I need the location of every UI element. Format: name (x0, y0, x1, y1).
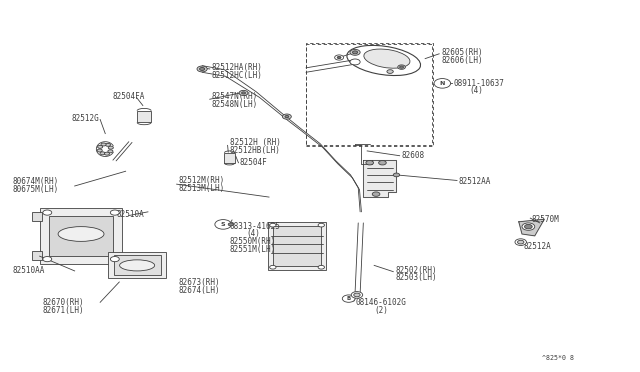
Text: 82547N(RH): 82547N(RH) (212, 92, 258, 101)
Text: 82608: 82608 (401, 151, 425, 160)
Circle shape (387, 70, 394, 73)
Circle shape (337, 57, 341, 59)
Text: 82512G: 82512G (72, 114, 99, 123)
Circle shape (108, 150, 113, 153)
Circle shape (285, 115, 289, 118)
Circle shape (394, 173, 399, 177)
Text: (2): (2) (374, 305, 388, 315)
Text: (4): (4) (246, 230, 260, 238)
Text: 82512HB(LH): 82512HB(LH) (230, 146, 280, 155)
Text: 82606(LH): 82606(LH) (441, 55, 483, 65)
Circle shape (228, 223, 234, 226)
Text: 82548N(LH): 82548N(LH) (212, 100, 258, 109)
Polygon shape (364, 160, 396, 197)
Circle shape (399, 66, 403, 68)
Circle shape (372, 192, 380, 196)
Text: 82671(LH): 82671(LH) (43, 305, 84, 315)
Circle shape (108, 146, 113, 149)
Circle shape (101, 143, 106, 146)
Text: 08313-41625: 08313-41625 (230, 222, 280, 231)
Bar (32, 251, 42, 260)
Text: 82504F: 82504F (239, 158, 267, 167)
Ellipse shape (120, 260, 155, 271)
Circle shape (353, 51, 358, 54)
Bar (268, 222, 326, 270)
Circle shape (515, 239, 527, 246)
Circle shape (100, 152, 105, 155)
Circle shape (104, 152, 109, 155)
Bar (40, 208, 122, 263)
Text: 80675M(LH): 80675M(LH) (13, 185, 59, 194)
Text: 82570M: 82570M (532, 215, 559, 224)
Text: N: N (440, 81, 445, 86)
Text: 82673(RH): 82673(RH) (179, 278, 220, 287)
Circle shape (269, 265, 276, 269)
Circle shape (525, 224, 532, 229)
Bar (113, 256, 161, 275)
Circle shape (318, 265, 324, 269)
Bar (49, 215, 113, 256)
Polygon shape (519, 219, 544, 236)
Circle shape (354, 293, 360, 297)
Circle shape (43, 210, 52, 215)
Text: 82551M(LH): 82551M(LH) (230, 245, 276, 254)
Bar (273, 226, 321, 266)
Circle shape (345, 296, 353, 301)
Text: 82674(LH): 82674(LH) (179, 286, 220, 295)
Text: 08146-6102G: 08146-6102G (356, 298, 406, 307)
Text: 82513M(LH): 82513M(LH) (179, 184, 225, 193)
Text: (4): (4) (470, 86, 484, 95)
Circle shape (351, 292, 363, 298)
Circle shape (350, 59, 360, 65)
Text: 82670(RH): 82670(RH) (43, 298, 84, 307)
Bar (32, 212, 42, 221)
Circle shape (335, 55, 344, 60)
Text: 82504FA: 82504FA (113, 92, 145, 101)
Text: 82512H (RH): 82512H (RH) (230, 138, 280, 147)
Circle shape (518, 240, 524, 244)
Circle shape (197, 66, 207, 72)
Ellipse shape (58, 227, 104, 241)
Bar (137, 111, 151, 122)
Circle shape (215, 219, 232, 229)
Text: 82510A: 82510A (116, 210, 144, 219)
Circle shape (106, 143, 111, 146)
Circle shape (522, 223, 535, 230)
Text: 82512HC(LH): 82512HC(LH) (212, 71, 262, 80)
Text: 82550M(RH): 82550M(RH) (230, 237, 276, 246)
Bar (108, 253, 166, 278)
Circle shape (110, 257, 119, 262)
Circle shape (239, 90, 248, 96)
Text: 82512HA(RH): 82512HA(RH) (212, 63, 262, 72)
Text: S: S (221, 222, 225, 227)
Text: 82512M(RH): 82512M(RH) (179, 176, 225, 185)
Circle shape (97, 149, 102, 152)
Circle shape (397, 65, 405, 69)
Text: ^825*0 8: ^825*0 8 (541, 355, 573, 361)
Circle shape (242, 92, 246, 94)
Text: 82605(RH): 82605(RH) (441, 48, 483, 57)
Text: B: B (346, 296, 351, 301)
Text: 82502(RH): 82502(RH) (395, 266, 437, 275)
Text: 82512A: 82512A (524, 242, 552, 251)
Bar (225, 153, 235, 163)
Circle shape (200, 67, 205, 70)
Text: 80674M(RH): 80674M(RH) (13, 177, 59, 186)
Circle shape (110, 210, 119, 215)
Text: 82510AA: 82510AA (13, 266, 45, 275)
Circle shape (43, 257, 52, 262)
Circle shape (269, 223, 276, 227)
Circle shape (350, 49, 360, 55)
Circle shape (318, 223, 324, 227)
Circle shape (342, 295, 355, 302)
Ellipse shape (364, 49, 410, 68)
Text: 82503(LH): 82503(LH) (395, 273, 437, 282)
Circle shape (282, 114, 291, 119)
Circle shape (379, 161, 387, 165)
Circle shape (434, 78, 451, 88)
Text: 82512AA: 82512AA (459, 177, 492, 186)
Circle shape (97, 145, 102, 148)
Text: 08911-10637: 08911-10637 (454, 79, 505, 88)
Circle shape (366, 161, 374, 165)
